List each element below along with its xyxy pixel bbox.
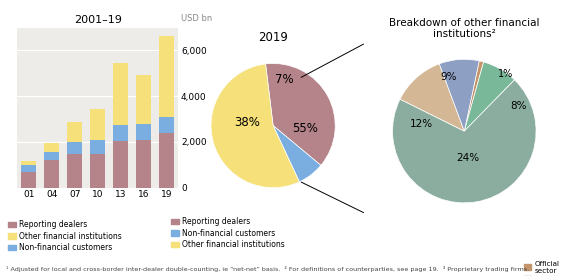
Bar (67, 142, 82, 154)
Bar (90, 154, 105, 188)
Text: 7%: 7% (275, 73, 294, 86)
Bar (159, 36, 174, 118)
Text: 1%: 1% (499, 69, 513, 79)
Text: 9%: 9% (440, 72, 457, 82)
Legend: Reporting dealers, Non-financial customers, Other financial institutions: Reporting dealers, Non-financial custome… (171, 217, 285, 249)
Text: 55%: 55% (293, 122, 319, 135)
Wedge shape (393, 80, 536, 203)
Bar (67, 122, 82, 142)
Bar (136, 124, 151, 140)
Legend: Reporting dealers, Other financial institutions, Non-financial customers: Reporting dealers, Other financial insti… (8, 220, 122, 252)
Title: 2001–19: 2001–19 (74, 15, 122, 25)
Bar (113, 126, 128, 141)
Legend: Official
sector, Other: Official sector, Other (524, 261, 559, 276)
Bar (67, 154, 82, 188)
Bar (44, 143, 59, 152)
Wedge shape (439, 59, 479, 131)
Text: ¹ Adjusted for local and cross-border inter-dealer double-counting, ie “net-net”: ¹ Adjusted for local and cross-border in… (6, 266, 529, 272)
Bar (21, 165, 36, 172)
Bar (113, 63, 128, 126)
Title: Breakdown of other financial
institutions²: Breakdown of other financial institution… (389, 18, 539, 39)
Bar (21, 172, 36, 188)
Wedge shape (266, 63, 335, 165)
Wedge shape (400, 64, 465, 131)
Wedge shape (465, 62, 515, 131)
Bar (136, 75, 151, 124)
Bar (159, 133, 174, 188)
Bar (90, 108, 105, 140)
Bar (90, 140, 105, 154)
Title: 2019: 2019 (258, 31, 288, 44)
Bar (21, 161, 36, 165)
Wedge shape (211, 64, 300, 188)
Wedge shape (273, 126, 321, 182)
Text: USD bn: USD bn (182, 14, 213, 23)
Wedge shape (465, 61, 484, 131)
Text: 24%: 24% (457, 153, 480, 163)
Bar (44, 160, 59, 188)
Bar (113, 141, 128, 188)
Bar (159, 118, 174, 133)
Bar (44, 152, 59, 160)
Bar (136, 140, 151, 188)
Text: 8%: 8% (510, 101, 526, 111)
Text: 38%: 38% (234, 116, 260, 129)
Text: 12%: 12% (410, 119, 433, 129)
